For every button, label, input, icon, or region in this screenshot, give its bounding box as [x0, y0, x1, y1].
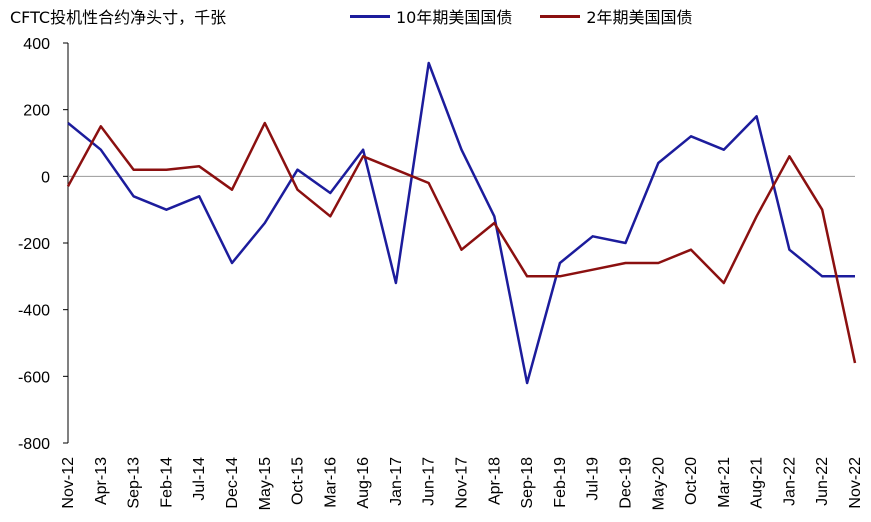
legend-swatch-10y [350, 14, 390, 18]
legend-swatch-2y [540, 14, 581, 18]
legend-item-2y: 2年期美国国债 [540, 4, 693, 28]
x-tick-label: May-20 [650, 457, 667, 510]
x-tick-label: Oct-15 [290, 457, 307, 505]
x-tick-label: Nov-17 [454, 457, 471, 509]
x-tick-label: Jul-19 [585, 457, 602, 501]
y-tick-label: 0 [41, 169, 50, 186]
x-tick-label: Oct-20 [683, 457, 700, 505]
y-tick-label: -200 [18, 236, 50, 253]
chart-legend: 10年期美国国债 2年期美国国债 [350, 4, 693, 28]
x-tick-label: Mar-16 [322, 457, 339, 508]
x-tick-label: Apr-18 [486, 457, 503, 505]
legend-label-10y: 10年期美国国债 [396, 8, 513, 27]
x-tick-label: Sep-13 [126, 457, 143, 509]
x-tick-label: May-15 [257, 457, 274, 510]
y-tick-label: -600 [18, 369, 50, 386]
x-tick-label: Aug-16 [355, 457, 372, 509]
x-tick-label: Dec-14 [224, 457, 241, 509]
x-tick-label: Apr-13 [93, 457, 110, 505]
legend-label-2y: 2年期美国国债 [586, 8, 693, 27]
x-tick-label: Jun-22 [814, 457, 831, 506]
x-tick-label: Feb-19 [552, 457, 569, 508]
x-tick-label: Jan-17 [388, 457, 405, 506]
legend-item-10y: 10年期美国国债 [350, 4, 512, 28]
x-tick-label: Jul-14 [191, 457, 208, 501]
x-tick-label: Aug-21 [749, 457, 766, 509]
x-tick-label: Feb-14 [158, 457, 175, 508]
y-tick-label: 400 [23, 36, 50, 53]
x-tick-label: Jan-22 [781, 457, 798, 506]
chart-unit-title: CFTC投机性合约净头寸，千张 [10, 8, 227, 27]
x-tick-label: Nov-12 [60, 457, 77, 509]
x-tick-label: Sep-18 [519, 457, 536, 509]
series-line-2y [66, 121, 857, 364]
x-tick-label: Jun-17 [421, 457, 438, 506]
x-tick-label: Nov-22 [847, 457, 864, 509]
x-tick-label: Mar-21 [716, 457, 733, 508]
y-tick-label: 200 [23, 103, 50, 120]
x-tick-label: Dec-19 [617, 457, 634, 509]
y-tick-label: -400 [18, 303, 50, 320]
y-tick-label: -800 [18, 436, 50, 453]
series-line-10y [67, 61, 855, 385]
